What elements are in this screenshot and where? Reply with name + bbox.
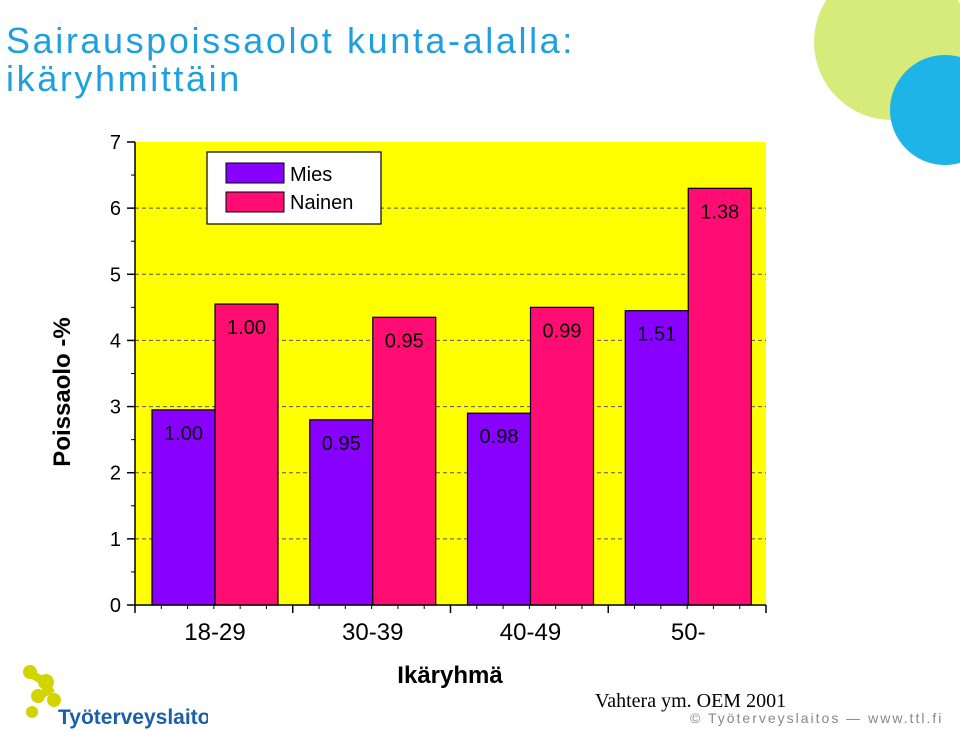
legend: Mies Nainen (206, 151, 382, 225)
x-tick-label: 40-49 (500, 619, 561, 646)
bars (151, 187, 752, 606)
data-labels: 1.00 1.00 0.95 0.95 0.98 0.99 1.51 1.38 (164, 201, 739, 454)
legend-label-mies: Mies (290, 164, 332, 186)
bar-nainen-50- (687, 187, 752, 606)
y-tick-label: 0 (110, 595, 121, 617)
data-label: 0.95 (385, 330, 424, 352)
data-label: 1.38 (700, 201, 739, 223)
data-label: 0.95 (322, 433, 361, 455)
data-label: 1.00 (164, 423, 203, 445)
y-tick-label: 1 (110, 529, 121, 551)
x-tick-label: 30-39 (342, 619, 403, 646)
bar-nainen-30-39 (372, 316, 437, 606)
logo-text: Työterveyslaitos (58, 706, 208, 729)
y-axis-title: Poissaolo -% (49, 317, 76, 466)
y-tick-label: 3 (110, 397, 121, 419)
y-tick-label: 7 (110, 132, 121, 154)
logo-mark-icon (23, 665, 61, 718)
tyoterveyslaitos-logo: Työterveyslaitos (23, 665, 208, 729)
y-tick-label: 4 (110, 330, 121, 352)
blue-circle (890, 55, 960, 165)
y-tick-label: 5 (110, 264, 121, 286)
decorative-circles (814, 0, 960, 165)
data-label: 0.99 (543, 320, 582, 342)
title-line-1: Sairauspoissaolot kunta-alalla: (6, 20, 575, 61)
bar-mies-50- (624, 310, 689, 606)
legend-swatch-mies (225, 162, 285, 184)
bar-nainen-40-49 (529, 306, 595, 606)
x-axis-title: Ikäryhmä (397, 662, 503, 689)
footer-copyright: © Työterveyslaitos — www.ttl.fi (690, 710, 944, 726)
legend-label-nainen: Nainen (290, 192, 353, 214)
source-citation: Vahtera ym. OEM 2001 (595, 690, 787, 712)
data-label: 1.00 (227, 317, 266, 339)
data-label: 0.98 (480, 426, 519, 448)
data-label: 1.51 (637, 324, 676, 346)
y-tick-label: 6 (110, 198, 121, 220)
legend-swatch-nainen (225, 191, 285, 213)
y-tick-label: 2 (110, 463, 121, 485)
x-tick-label: 18-29 (184, 619, 245, 646)
title-line-2: ikäryhmittäin (6, 58, 242, 99)
page-title: Sairauspoissaolot kunta-alalla: ikäryhmi… (6, 22, 575, 98)
axes: 0 1 2 3 4 5 6 7 18-29 30-39 40-49 50- (110, 132, 767, 646)
x-tick-label: 50- (671, 619, 706, 646)
bar-nainen-18-29 (214, 303, 279, 606)
bar-mies-40-49 (466, 412, 532, 606)
